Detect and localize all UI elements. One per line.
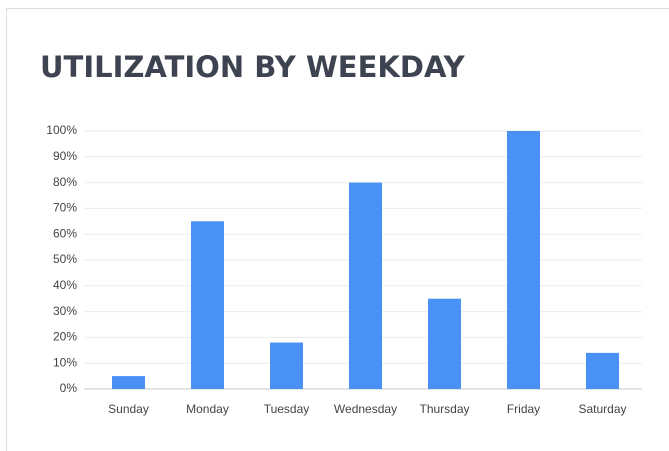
- bar: [507, 131, 540, 389]
- bar: [349, 182, 382, 389]
- y-tick-label: 10%: [53, 355, 77, 369]
- x-tick-label: Sunday: [108, 402, 149, 416]
- bar: [586, 352, 619, 389]
- y-tick-label: 80%: [53, 175, 77, 189]
- bar: [112, 376, 145, 389]
- y-tick-label: 0%: [60, 381, 78, 395]
- x-tick-label: Monday: [186, 402, 229, 416]
- bar: [270, 342, 303, 389]
- bar: [428, 298, 461, 389]
- y-tick-label: 40%: [53, 278, 77, 292]
- x-tick-label: Tuesday: [264, 402, 310, 416]
- y-tick-label: 70%: [53, 201, 77, 215]
- y-tick-label: 20%: [53, 330, 77, 344]
- x-tick-label: Saturday: [578, 402, 626, 416]
- y-tick-label: 50%: [53, 252, 77, 266]
- x-tick-label: Friday: [507, 402, 540, 416]
- chart-title: UTILIZATION BY WEEKDAY: [40, 50, 466, 84]
- y-tick-label: 90%: [53, 149, 77, 163]
- x-tick-label: Thursday: [419, 402, 469, 416]
- bar: [191, 221, 224, 389]
- y-tick-label: 100%: [46, 123, 77, 137]
- x-tick-label: Wednesday: [334, 402, 397, 416]
- y-tick-label: 30%: [53, 304, 77, 318]
- y-tick-label: 60%: [53, 226, 77, 240]
